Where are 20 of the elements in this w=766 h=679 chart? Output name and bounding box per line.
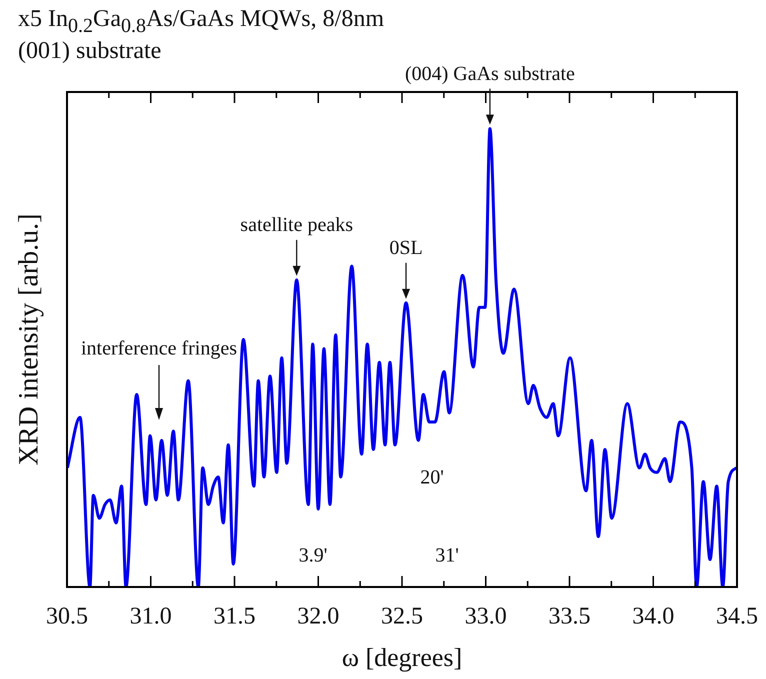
annotation: interference fringes	[80, 337, 238, 360]
y-axis-title: XRD intensity [arb.u.]	[13, 214, 44, 466]
annotation: 20'	[420, 466, 444, 488]
annotation: 31'	[435, 544, 459, 566]
x-axis-title: ω [degrees]	[342, 643, 462, 672]
annotation: 3.9'	[298, 544, 328, 566]
x-tick-label: 32.0	[297, 604, 340, 630]
x-tick-label: 34.5	[716, 604, 758, 630]
x-tick-label: 31.5	[214, 604, 256, 630]
chart-title: x5 In$_{0.2}$Ga$_{0.8}$As/GaAs MQWs, 8/8nm	[18, 6, 384, 38]
x-tick-label: 33.5	[548, 604, 590, 630]
annotation: (004) GaAs substrate	[404, 62, 576, 85]
chart-subtitle: (001) substrate	[18, 38, 162, 65]
x-tick-label: 33.0	[464, 604, 507, 630]
x-tick-label: 30.5	[46, 604, 88, 630]
x-tick-label: 32.5	[381, 604, 423, 630]
annotation: 0SL	[389, 237, 423, 260]
x-tick-label: 31.0	[130, 604, 172, 630]
annotation: satellite peaks	[240, 214, 354, 236]
x-tick-label: 34.0	[632, 604, 674, 630]
